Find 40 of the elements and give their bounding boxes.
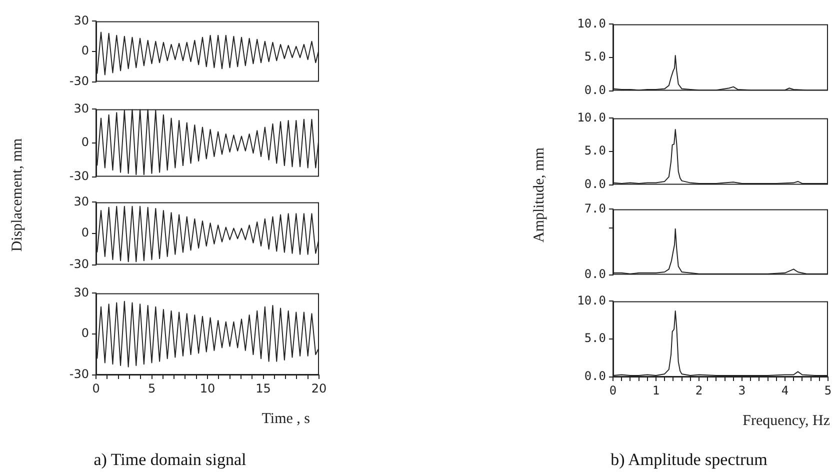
y-tick-label: -30	[69, 168, 89, 183]
y-tick-label: 30	[74, 101, 89, 116]
y-tick-label: 5.0	[584, 331, 606, 346]
y-tick-label: 0.0	[584, 369, 606, 384]
x-tick-label: 15	[256, 381, 271, 396]
x-tick-label: 2	[695, 383, 703, 398]
y-tick-label: 30	[74, 285, 89, 300]
x-tick-label: 20	[311, 381, 327, 396]
y-tick-label: 30	[74, 13, 89, 28]
x-axis-title: Time , s	[262, 411, 310, 428]
x-tick-label: 1	[652, 383, 660, 398]
y-tick-label: 0	[81, 135, 89, 150]
x-tick-label: 5	[148, 381, 156, 396]
y-tick-label: 0	[81, 226, 89, 240]
y-tick-label: 10.0	[577, 110, 606, 124]
y-tick-label: -30	[69, 74, 89, 88]
x-axis-title: Frequency, Hz	[742, 413, 830, 430]
y-tick-label: 10.0	[577, 16, 606, 30]
y-tick-label: 0.0	[584, 176, 606, 191]
x-tick-label: 4	[781, 383, 789, 398]
text: a) Time domain signal	[94, 450, 246, 470]
y-tick-label: 0	[81, 326, 89, 340]
y-tick-label: 7.0	[584, 201, 606, 216]
y-tick-label: -30	[69, 367, 89, 382]
y-axis-title: Displacement, mm	[10, 138, 26, 252]
y-tick-label: 30	[74, 194, 89, 208]
x-tick-label: 0	[92, 381, 100, 396]
text: b) Amplitude spectrum	[610, 450, 768, 470]
y-axis-title: Amplitude, mm	[532, 148, 548, 242]
x-tick-label: 10	[200, 381, 216, 396]
x-tick-label: 0	[609, 383, 617, 398]
y-tick-label: 5.0	[584, 144, 606, 158]
y-tick-label: 0	[81, 44, 89, 58]
y-tick-label: 5.0	[584, 50, 606, 64]
y-tick-label: 0.0	[584, 266, 606, 281]
x-tick-label: 5	[824, 383, 832, 398]
y-tick-label: -30	[69, 256, 89, 271]
x-tick-label: 3	[738, 383, 746, 398]
y-tick-label: 10.0	[577, 293, 606, 308]
y-tick-label: 0.0	[584, 82, 606, 97]
